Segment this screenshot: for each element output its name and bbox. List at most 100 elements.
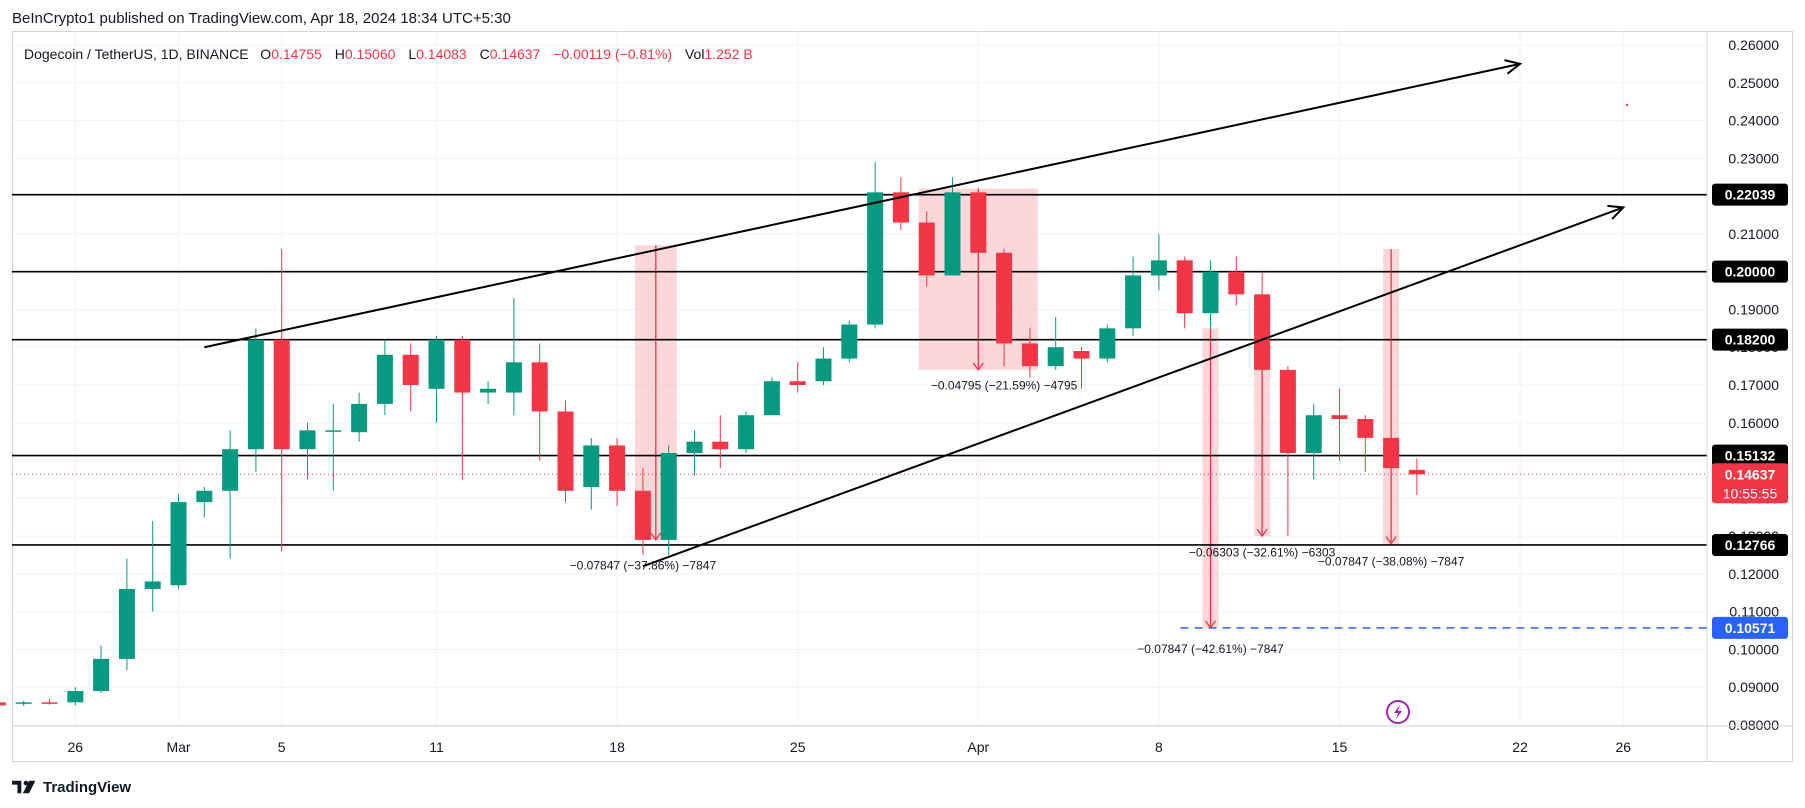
candle-body[interactable] [325,430,342,432]
candle-body[interactable] [738,415,755,450]
candle-body[interactable] [557,411,574,491]
y-tick-label: 0.19000 [1728,301,1779,317]
candle-body[interactable] [299,430,316,450]
candle-body[interactable] [118,589,135,659]
candle-body[interactable] [67,691,84,703]
candle-body[interactable] [996,252,1013,344]
countdown-label: 10:55:55 [1723,485,1778,501]
x-tick-label: 11 [429,739,444,755]
legend-open-value: 0.14755 [271,46,322,62]
price-badge [1712,463,1788,504]
x-tick-label: 18 [609,739,625,755]
candle-body[interactable] [1383,437,1400,469]
footer: TradingView [12,777,131,797]
candle-body[interactable] [93,658,110,691]
y-tick-label: 0.26000 [1728,37,1779,53]
y-tick-label: 0.08000 [1728,717,1779,733]
y-tick-label: 0.25000 [1728,75,1779,91]
level-layer [12,193,1707,629]
measure-label: −0.06303 (−32.61%) −6303 [1189,546,1336,560]
candle-body[interactable] [531,362,548,412]
candle-body[interactable] [1305,415,1322,453]
lightning-icon[interactable] [1386,700,1410,724]
price-badge [1712,616,1788,639]
legend-change: −0.00119 (−0.81%) [553,46,673,62]
candle-body[interactable] [1125,275,1142,329]
chart-frame [12,31,1793,762]
price-badge-label: 0.20000 [1725,264,1776,280]
candle-body[interactable] [1073,351,1090,359]
trend-layer [204,59,1626,568]
measure-arrowhead [972,362,984,372]
candle-body[interactable] [841,324,858,359]
candle-body[interactable] [918,222,935,276]
price-badge [1712,183,1788,206]
y-tick-label: 0.16000 [1728,415,1779,431]
candle-body[interactable] [1357,419,1374,438]
y-tick-label: 0.23000 [1728,150,1779,166]
tradingview-logo-icon[interactable] [12,779,40,795]
x-tick-label: 15 [1332,739,1348,755]
candle-body[interactable] [1150,260,1167,276]
candle-body[interactable] [1021,343,1038,367]
candle-body[interactable] [376,354,393,404]
candle-body[interactable] [144,581,161,589]
candle-body[interactable] [454,339,471,393]
stray-dot-marker [1625,103,1629,107]
candle-body[interactable] [789,381,806,385]
price-badge-label: 0.12766 [1725,537,1776,553]
measure-label: −0.07847 (−37.86%) −7847 [570,558,717,572]
y-tick-label: 0.24000 [1728,113,1779,129]
price-badge [1712,328,1788,351]
candle-body[interactable] [944,192,961,276]
candle-body[interactable] [428,339,445,389]
trendline-arrow[interactable] [642,206,1624,568]
candle-body[interactable] [1331,415,1348,419]
y-tick-label: 0.12000 [1728,566,1779,582]
candle-body[interactable] [480,388,497,393]
candle-body[interactable] [1279,369,1296,453]
candle-body[interactable] [609,445,626,491]
annotation-layer: −0.07847 (−37.86%) −7847 −0.04795 (−21.59… [570,379,1465,657]
candle-body[interactable] [970,192,987,253]
x-tick-label: 22 [1512,739,1528,755]
candle-body[interactable] [1202,271,1219,314]
candle-body[interactable] [1099,328,1116,359]
candle-body[interactable] [222,449,239,491]
candle-body[interactable] [15,702,32,704]
candle-body[interactable] [273,339,290,450]
candle-body[interactable] [892,192,909,223]
x-tick-label: 26 [1616,739,1632,755]
legend-close-value: 0.14637 [489,46,541,62]
candle-body[interactable] [660,453,677,540]
candle-body[interactable] [170,502,187,586]
candle-body[interactable] [247,339,264,450]
legend-volume-label: Vol [684,46,705,62]
x-tick-label: Apr [967,739,989,755]
x-tick-label: 8 [1155,739,1163,755]
candle-body[interactable] [196,490,213,503]
candle-body[interactable] [1047,347,1064,367]
candle-body[interactable] [634,490,651,540]
candle-body[interactable] [505,362,522,393]
candle-body[interactable] [0,702,6,706]
price-badge-label: 0.22039 [1725,187,1776,203]
candle-body[interactable] [583,445,600,487]
footer-brand[interactable]: TradingView [43,778,132,796]
candle-body[interactable] [686,441,703,453]
candle-body[interactable] [815,358,832,382]
candle-body[interactable] [1254,294,1271,370]
candle-body[interactable] [402,354,419,385]
candle-body[interactable] [1228,271,1245,295]
trendline-arrow[interactable] [204,62,1521,349]
x-tick-label: 25 [790,739,806,755]
candle-body[interactable] [712,441,729,450]
candle-body[interactable] [763,381,780,416]
candle-body[interactable] [867,192,884,325]
legend-high-value: 0.15060 [344,46,396,62]
candle-body[interactable] [41,702,58,704]
candle-body[interactable] [1176,260,1193,314]
candle-body[interactable] [351,403,368,433]
candle-body[interactable] [1408,469,1425,475]
